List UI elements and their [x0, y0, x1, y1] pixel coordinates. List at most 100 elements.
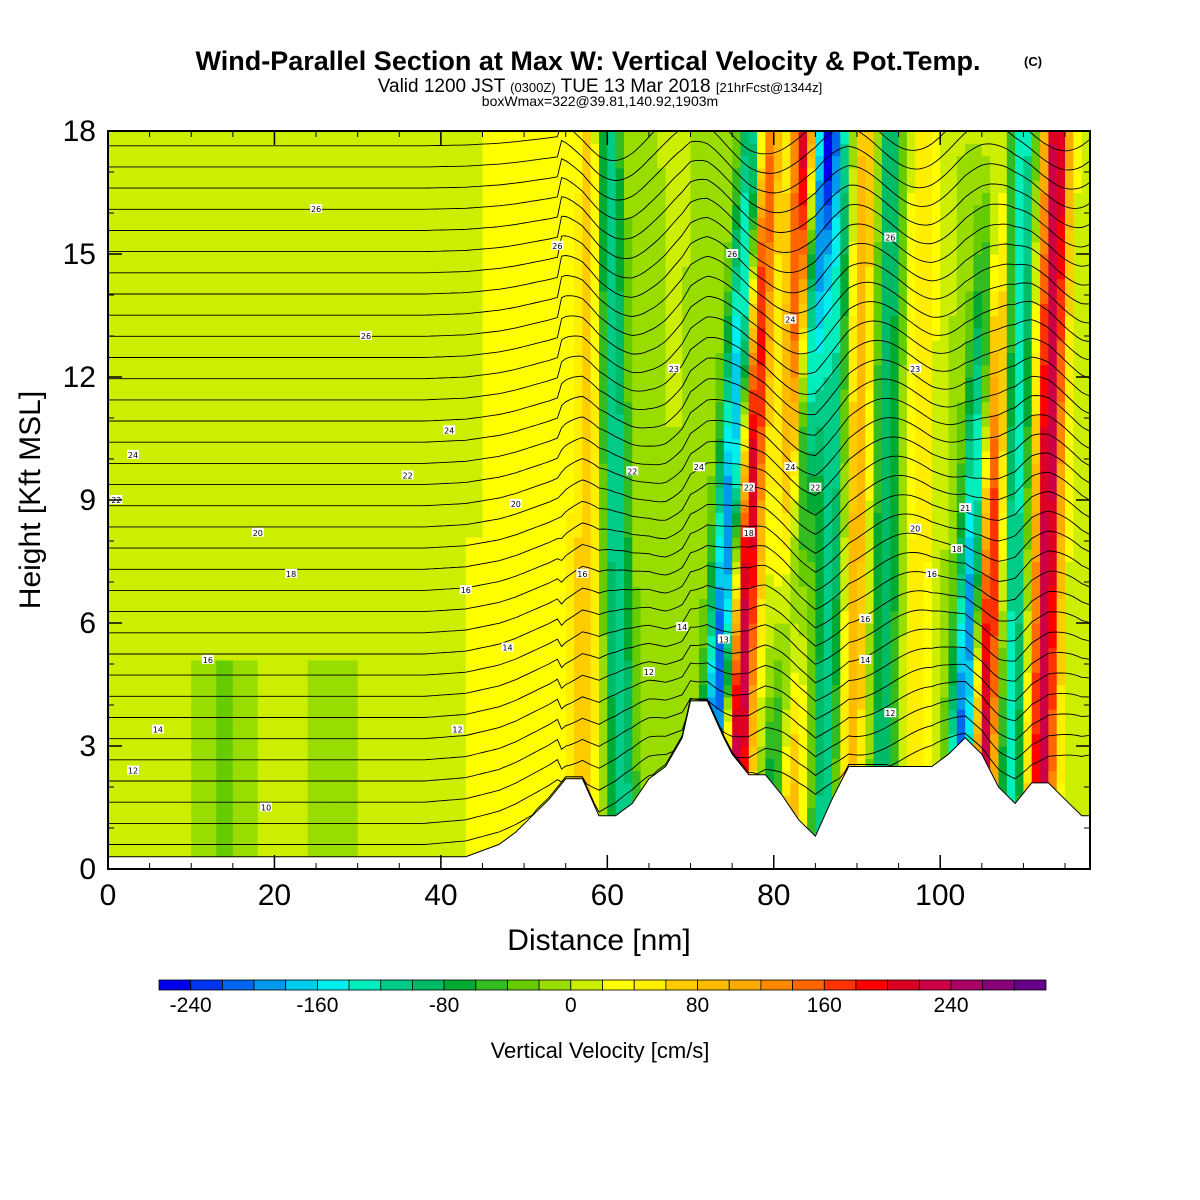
velocity-cell [274, 241, 284, 255]
velocity-cell [574, 131, 583, 144]
velocity-cell [690, 475, 700, 489]
velocity-cell [157, 512, 167, 526]
velocity-cell [790, 549, 800, 563]
velocity-cell [382, 377, 392, 390]
velocity-cell [549, 672, 558, 686]
velocity-cell [399, 438, 409, 452]
velocity-cell [432, 782, 442, 796]
velocity-cell [773, 401, 783, 415]
velocity-cell [440, 844, 450, 858]
velocity-cell [640, 770, 650, 784]
velocity-cell [141, 659, 151, 673]
velocity-cell [465, 635, 475, 649]
velocity-cell [399, 844, 409, 858]
velocity-cell [624, 167, 633, 181]
velocity-cell [515, 770, 525, 784]
velocity-cell [607, 413, 617, 427]
velocity-cell [723, 413, 733, 427]
velocity-cell [549, 487, 558, 501]
velocity-cell [507, 672, 517, 686]
velocity-cell [349, 180, 359, 194]
velocity-cell [582, 524, 592, 538]
velocity-cell [249, 672, 259, 686]
velocity-cell [657, 635, 667, 649]
velocity-cell [274, 290, 284, 304]
velocity-cell [507, 204, 517, 218]
velocity-cell [133, 536, 142, 550]
velocity-cell [549, 229, 558, 243]
velocity-cell [474, 721, 484, 735]
velocity-cell [207, 524, 217, 538]
velocity-cell [698, 549, 708, 563]
velocity-cell [632, 315, 642, 329]
velocity-cell [449, 413, 459, 427]
velocity-cell [274, 721, 284, 735]
velocity-cell [532, 635, 542, 649]
velocity-cell [549, 167, 558, 181]
velocity-cell [682, 303, 692, 317]
velocity-cell [607, 647, 617, 661]
velocity-cell [440, 290, 450, 304]
velocity-cell [474, 254, 484, 267]
velocity-cell [432, 364, 442, 378]
velocity-cell [216, 155, 226, 169]
velocity-cell [174, 610, 184, 624]
velocity-cell [166, 450, 176, 464]
velocity-cell [457, 290, 467, 304]
velocity-cell [607, 536, 617, 550]
velocity-cell [124, 241, 134, 255]
velocity-cell [257, 733, 267, 747]
velocity-cell [174, 758, 184, 772]
velocity-cell [748, 487, 758, 501]
velocity-cell [407, 549, 417, 563]
velocity-cell [357, 659, 367, 673]
velocity-cell [415, 770, 425, 784]
velocity-cell [590, 463, 600, 476]
velocity-cell [574, 450, 583, 464]
velocity-cell [474, 377, 484, 390]
velocity-cell [748, 475, 758, 489]
velocity-cell [782, 131, 791, 144]
velocity-cell [257, 278, 267, 292]
velocity-cell [682, 438, 692, 452]
velocity-cell [382, 758, 392, 772]
velocity-cell [748, 709, 758, 722]
velocity-cell [432, 721, 442, 735]
velocity-cell [124, 204, 134, 218]
velocity-cell [282, 610, 292, 624]
velocity-cell [307, 770, 317, 784]
velocity-cell [540, 500, 550, 513]
velocity-cell [557, 401, 567, 415]
velocity-cell [549, 303, 558, 317]
velocity-cell [241, 413, 251, 427]
velocity-cell [723, 167, 733, 181]
velocity-cell [499, 487, 508, 501]
velocity-cell [707, 475, 717, 489]
velocity-cell [157, 229, 167, 243]
velocity-cell [449, 819, 459, 833]
velocity-cell [490, 204, 500, 218]
velocity-cell [707, 549, 717, 563]
velocity-cell [282, 254, 292, 267]
velocity-cell [124, 536, 134, 550]
velocity-cell [357, 598, 367, 612]
velocity-cell [565, 549, 575, 563]
velocity-cell [282, 709, 292, 722]
velocity-cell [540, 438, 550, 452]
velocity-cell [632, 573, 642, 587]
velocity-cell [257, 131, 267, 144]
velocity-cell [457, 254, 467, 267]
velocity-cell [482, 770, 492, 784]
velocity-cell [499, 524, 508, 538]
velocity-cell [390, 327, 400, 341]
velocity-cell [257, 573, 267, 587]
velocity-cell [549, 340, 558, 353]
velocity-cell [349, 254, 359, 267]
velocity-cell [332, 659, 342, 673]
velocity-cell [582, 438, 592, 452]
velocity-cell [299, 241, 309, 255]
velocity-cell [632, 180, 642, 194]
velocity-cell [424, 364, 434, 378]
velocity-cell [174, 696, 184, 710]
velocity-cell [124, 155, 134, 169]
